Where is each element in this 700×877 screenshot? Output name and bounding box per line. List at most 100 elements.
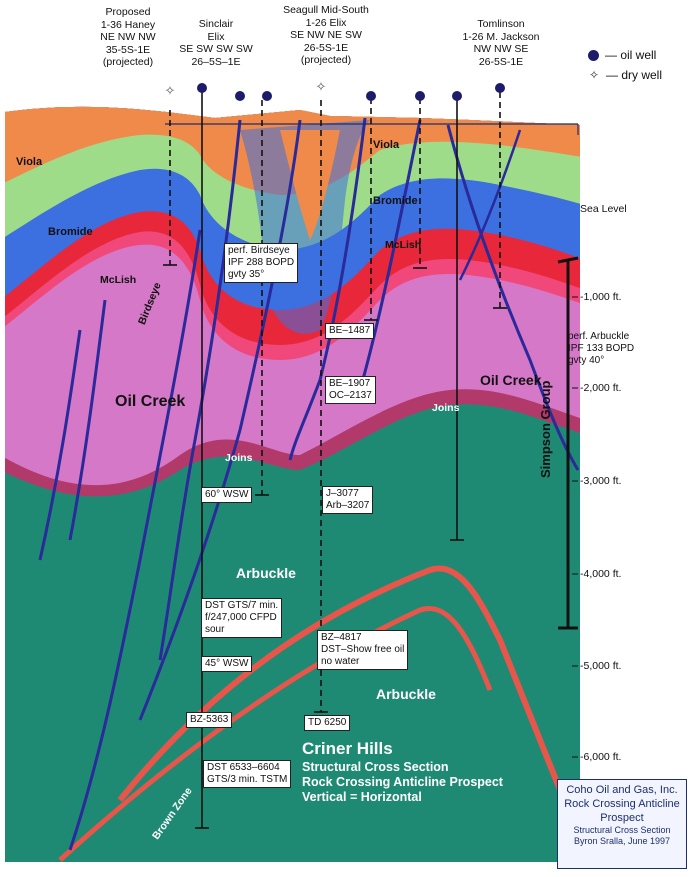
- formation-label-mclish: McLish: [100, 274, 137, 286]
- fault-9: [458, 129, 522, 281]
- legend-dry-well: ✧ — dry well: [588, 65, 662, 85]
- formation-label-joins: Joins: [225, 452, 253, 464]
- well-header-line: 35-5S-1E: [105, 43, 151, 56]
- oil-well-icon: [197, 83, 207, 93]
- annotation-line: BE–1487: [329, 325, 371, 336]
- well-header-line: Proposed: [105, 6, 151, 18]
- well-header-line: Sinclair: [198, 18, 234, 30]
- formation-label-bromide: Bromide: [48, 226, 93, 238]
- well-symbols: ✧ ✧: [165, 80, 505, 101]
- oil-well-icon: [366, 91, 376, 101]
- depth-label: -2,000 ft.: [580, 382, 622, 394]
- formation-label-bromide: Bromide: [373, 195, 418, 207]
- fault-1: [38, 329, 82, 561]
- dry-well-icon: ✧: [316, 80, 327, 95]
- well-header-line: Elix: [207, 30, 225, 43]
- annotation-line: f/247,000 CFPD: [205, 612, 277, 623]
- fault-4: [158, 119, 242, 661]
- depth-label: -6,000 ft.: [580, 751, 622, 763]
- oil-well-icon: [452, 91, 462, 101]
- fault-8: [446, 124, 580, 471]
- annotation-line: sour: [205, 624, 225, 635]
- well-header-line: 26-5S-1E: [478, 55, 524, 68]
- formation-label-arbuckle: Arbuckle: [376, 686, 436, 702]
- well-header-seagull: Seagull Mid-South 1-26 Elix SE NW NE SW …: [276, 4, 376, 67]
- annotation-perf-arbuckle: perf. Arbuckle IPF 133 BOPD gvty 40°: [568, 331, 634, 367]
- depth-label: -3,000 ft.: [580, 475, 622, 487]
- well-header-line: NE NW NW: [100, 31, 156, 43]
- legend-oil-well: — oil well: [588, 45, 662, 65]
- credit-line: Prospect: [600, 812, 644, 824]
- simpson-group-label: Simpson Group: [538, 380, 553, 479]
- legend-dry-label: — dry well: [606, 68, 663, 82]
- annotation-line: no water: [321, 656, 360, 667]
- annotation-line: Arb–3207: [326, 500, 370, 511]
- legend-oil-label: — oil well: [605, 48, 657, 62]
- arbuckle-streak-1: [117, 565, 563, 802]
- well-header-line: 1-36 Haney: [100, 18, 156, 31]
- fault-5: [138, 119, 302, 721]
- annotation-line: 60° WSW: [205, 489, 249, 500]
- dry-well-icon: ✧: [588, 68, 600, 82]
- diagram-subtitle: Structural Cross Section: [302, 760, 449, 774]
- oil-well-icon: [495, 83, 505, 93]
- formation-label-oil-creek: Oil Creek: [115, 393, 186, 410]
- annotation-line: gvty 40°: [568, 355, 605, 366]
- fault-7: [358, 119, 422, 391]
- well-header-line: 26-5S-1E: [303, 41, 349, 54]
- well-header-line: 26–5S–1E: [191, 55, 241, 68]
- formation-label-mclish: McLish: [385, 239, 422, 251]
- well-header-haney: Proposed 1-36 Haney NE NW NW 35-5S-1E (p…: [88, 6, 168, 69]
- annotation-line: IPF 288 BOPD: [228, 257, 295, 268]
- dry-well-icon: ✧: [165, 84, 176, 99]
- annotation-line: BZ–4817: [321, 632, 362, 643]
- depth-label: -5,000 ft.: [580, 660, 622, 672]
- depth-label: -1,000 ft.: [580, 291, 622, 303]
- credit-line: Coho Oil and Gas, Inc.: [566, 784, 678, 796]
- oil-well-icon: [415, 91, 425, 101]
- oil-well-icon: [262, 91, 272, 101]
- formation-label-arbuckle: Arbuckle: [236, 565, 296, 581]
- well-header-sinclair: Sinclair Elix SE SW SW SW 26–5S–1E: [176, 18, 256, 68]
- formation-label-joins: Joins: [432, 402, 460, 414]
- credit-small-line: Structural Cross Section: [573, 825, 671, 835]
- formation-label-oil-creek: Oil Creek: [480, 372, 542, 388]
- well-header-tomlinson: Tomlinson 1-26 M. Jackson NW NW SE 26-5S…: [456, 18, 546, 68]
- annotation-line: gvty 35°: [228, 269, 265, 280]
- annotation-line: IPF 133 BOPD: [568, 343, 635, 354]
- annotation-line: DST–Show free oil: [321, 644, 405, 655]
- formation-label-viola: Viola: [373, 139, 400, 151]
- well-header-line: (projected): [102, 56, 154, 68]
- annotation-line: GTS/3 min. TSTM: [207, 774, 288, 785]
- well-header-line: 1-26 Elix: [305, 16, 347, 29]
- well-header-line: 1-26 M. Jackson: [462, 30, 540, 43]
- annotation-line: BE–1907: [329, 378, 371, 389]
- formation-label-viola: Viola: [16, 156, 43, 168]
- annotation-be-1907: BE–1907 OC–2137: [325, 376, 376, 404]
- credit-small-line: Byron Sralla, June 1997: [573, 836, 671, 846]
- annotation-dip-45: 45° WSW: [201, 656, 253, 672]
- annotation-dst-6533: DST 6533–6604 GTS/3 min. TSTM: [203, 760, 292, 788]
- depth-ticks: [572, 296, 578, 758]
- diagram-subtitle: Rock Crossing Anticline Prospect: [302, 775, 503, 789]
- annotation-bz-5363: BZ-5363: [186, 712, 233, 728]
- annotation-line: TD 6250: [308, 717, 347, 728]
- annotation-line: perf. Birdseye: [228, 245, 290, 256]
- annotation-td-6250: TD 6250: [304, 715, 351, 731]
- annotation-dip-60: 60° WSW: [201, 487, 253, 503]
- oil-well-icon: [235, 91, 245, 101]
- annotation-line: BZ-5363: [190, 714, 229, 725]
- well-header-line: (projected): [300, 54, 352, 66]
- fault-6: [288, 117, 367, 461]
- annotation-j-3077: J–3077 Arb–3207: [322, 486, 374, 514]
- diagram-title-block: Criner Hills Structural Cross Section Ro…: [302, 738, 503, 805]
- credit-box: Coho Oil and Gas, Inc. Rock Crossing Ant…: [557, 779, 687, 869]
- annotation-dst-gts: DST GTS/7 min. f/247,000 CFPD sour: [201, 598, 283, 638]
- well-header-line: SE SW SW SW: [179, 43, 253, 55]
- sea-level-label: Sea Level: [580, 203, 627, 215]
- depth-label: -4,000 ft.: [580, 568, 622, 580]
- diagram-title: Criner Hills: [302, 739, 393, 758]
- annotation-line: 45° WSW: [205, 658, 249, 669]
- annotation-line: DST 6533–6604: [207, 762, 280, 773]
